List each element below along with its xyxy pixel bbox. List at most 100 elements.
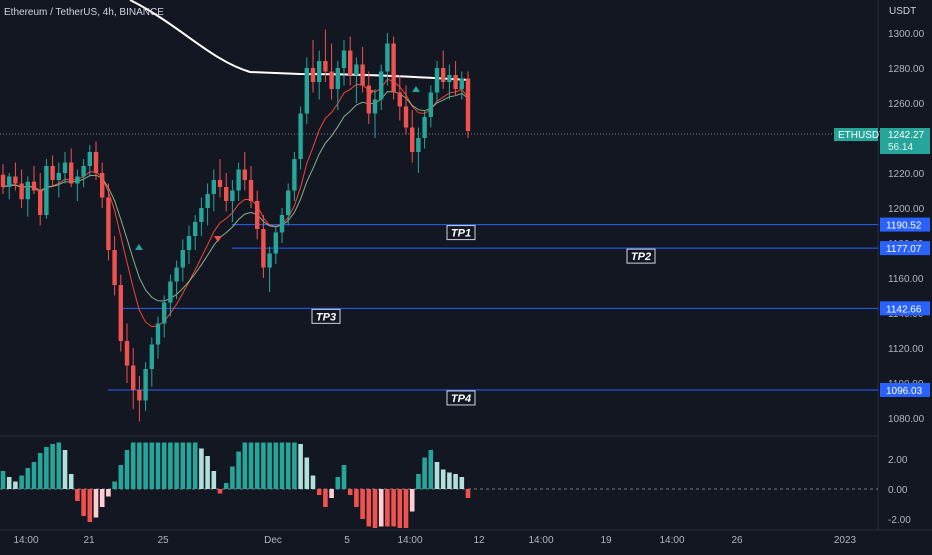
candle-body — [255, 201, 260, 229]
oscillator-bar — [130, 442, 136, 489]
candle-body — [453, 75, 458, 89]
candle-body — [267, 253, 272, 268]
candle-body — [372, 99, 378, 114]
oscillator-bar — [230, 466, 235, 489]
candle-body — [391, 43, 396, 93]
oscillator-bar — [168, 442, 173, 489]
oscillator-bar — [50, 444, 55, 489]
candle-body — [242, 169, 247, 180]
oscillator-bar — [199, 448, 204, 489]
price-tick-label: 1220.00 — [888, 169, 925, 180]
symbol-name: ETHUSDT — [838, 130, 885, 141]
oscillator-bar — [124, 450, 130, 489]
oscillator-bar — [285, 442, 291, 489]
candle-body — [323, 61, 328, 72]
oscillator-bar — [118, 465, 124, 489]
target-label-tp2: TP2 — [631, 251, 651, 263]
current-price-badge — [880, 128, 930, 155]
oscillator-bar — [137, 442, 142, 489]
candle-body — [335, 68, 340, 89]
oscillator-bar — [143, 442, 148, 489]
oscillator-bar — [37, 453, 43, 489]
oscillator-bar — [310, 475, 316, 489]
candle-body — [100, 173, 105, 198]
candle-body — [25, 181, 30, 200]
candle-body — [62, 162, 68, 173]
current-price-value: 1242.27 — [888, 130, 925, 141]
oscillator-bar — [323, 489, 328, 507]
ma-long-white — [129, 0, 471, 81]
candle-body — [149, 344, 154, 369]
candle-body — [199, 208, 204, 222]
time-axis-label: 26 — [731, 535, 743, 546]
oscillator-bar — [217, 489, 223, 494]
target-label-tp3: TP3 — [316, 311, 336, 323]
candle-body — [329, 71, 334, 89]
target-price-text: 1096.03 — [886, 386, 923, 397]
ma-green — [2, 91, 469, 302]
candle-body — [0, 174, 6, 187]
oscillator-bar — [25, 468, 31, 489]
oscillator-tick-label: -2.00 — [888, 515, 911, 526]
oscillator-bar — [174, 442, 179, 489]
sell-signal-marker — [214, 236, 222, 242]
candle-body — [422, 117, 427, 138]
oscillator-bar — [68, 474, 74, 489]
candle-body — [81, 166, 86, 177]
oscillator-bar — [416, 474, 421, 489]
candle-body — [286, 190, 291, 215]
oscillator-bar — [254, 442, 260, 489]
oscillator-bar — [155, 442, 161, 489]
candle-body — [366, 85, 371, 114]
oscillator-bar — [161, 442, 167, 489]
oscillator-bar — [453, 474, 458, 489]
target-price-text: 1190.52 — [886, 221, 922, 232]
oscillator-bar — [422, 457, 427, 489]
chart-title: Ethereum / TetherUS, 4h, BINANCE — [4, 7, 164, 18]
candle-body — [217, 180, 223, 187]
oscillator-bar — [93, 489, 99, 518]
time-axis-label: 21 — [83, 535, 95, 546]
oscillator-bar — [292, 442, 297, 489]
oscillator-bar — [304, 457, 310, 489]
candle-body — [168, 281, 173, 303]
symbol-tag — [834, 128, 878, 142]
time-axis-label: 2023 — [834, 535, 857, 546]
time-axis-label: 14:00 — [528, 535, 553, 546]
oscillator-bar — [385, 489, 390, 527]
time-axis-label: 5 — [344, 535, 350, 546]
time-axis-label: 25 — [157, 535, 169, 546]
candle-body — [44, 166, 49, 215]
oscillator-bar — [378, 489, 384, 527]
oscillator-bar — [316, 489, 322, 495]
time-axis-label: 14:00 — [397, 535, 422, 546]
candle-body — [7, 176, 12, 187]
candle-body — [13, 176, 18, 184]
candle-body — [124, 341, 130, 366]
price-tick-label: 1160.00 — [888, 274, 924, 285]
oscillator-bar — [236, 451, 241, 489]
target-price-badge — [880, 382, 930, 397]
target-price-badge — [880, 241, 930, 256]
price-tick-label: 1280.00 — [888, 64, 925, 75]
target-label-box — [311, 308, 341, 324]
price-tick-label: 1080.00 — [888, 414, 925, 425]
buy-signal-marker — [135, 244, 143, 250]
oscillator-bar — [211, 471, 217, 489]
target-price-badge — [880, 301, 930, 316]
oscillator-bar — [99, 489, 105, 507]
oscillator-bar — [223, 483, 229, 489]
candle-body — [360, 64, 365, 86]
current-price-sub: 56.14 — [888, 142, 913, 153]
oscillator-bar — [298, 444, 303, 489]
candle-body — [174, 267, 179, 282]
candle-body — [403, 106, 409, 128]
oscillator-bar — [248, 442, 254, 489]
oscillator-bar — [6, 477, 12, 489]
candle-body — [186, 236, 192, 250]
oscillator-bar — [75, 489, 80, 501]
price-tick-label: 1200.00 — [888, 204, 925, 215]
target-price-text: 1142.66 — [886, 304, 922, 315]
